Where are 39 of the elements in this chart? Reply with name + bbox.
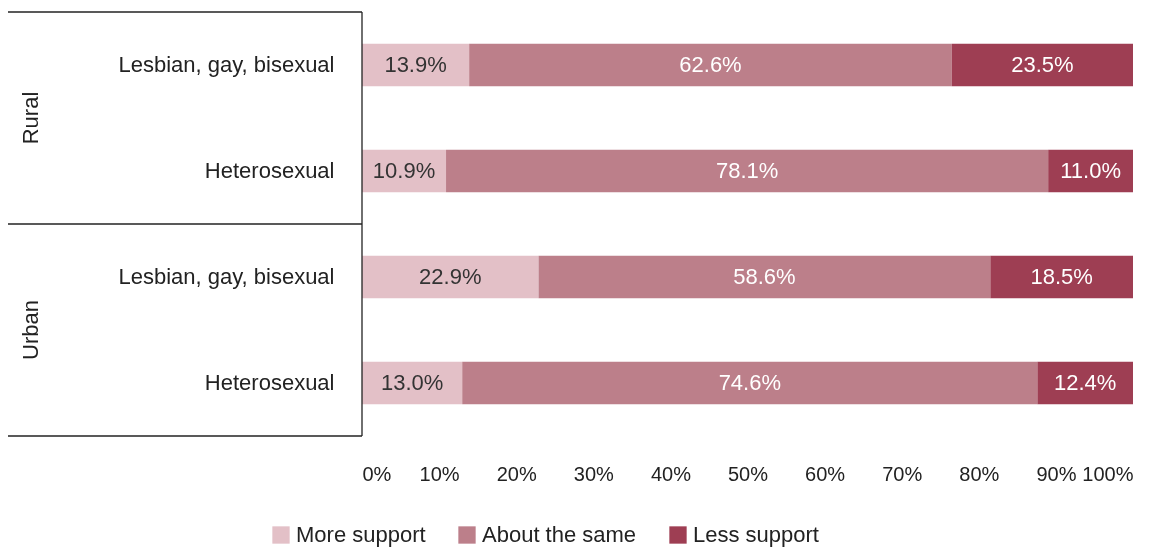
x-tick-label: 40% <box>650 462 692 485</box>
legend-label: More support <box>296 522 426 547</box>
x-tick-label: 50% <box>727 462 769 485</box>
data-label: 13.0% <box>380 370 444 395</box>
bar <box>951 43 1133 87</box>
data-label: 78.1% <box>715 158 779 183</box>
legend-label: About the same <box>482 522 637 547</box>
x-tick-label: 10% <box>419 462 460 485</box>
bar <box>446 149 1049 193</box>
data-label: 18.5% <box>1030 264 1093 289</box>
x-tick-label: 70% <box>882 462 923 485</box>
bar <box>469 43 952 87</box>
bar <box>462 361 1038 405</box>
data-label: 22.9% <box>419 264 482 289</box>
data-label: 58.6% <box>733 264 796 289</box>
bar <box>362 255 539 299</box>
text: Urban <box>18 300 44 360</box>
data-label: 74.6% <box>718 370 782 395</box>
data-label: 23.5% <box>1011 52 1074 77</box>
x-tick-label: 60% <box>805 462 846 485</box>
y-tick-label: Heterosexual <box>204 370 335 395</box>
legend-label: Less support <box>693 522 819 547</box>
data-label: 13.9% <box>384 52 447 77</box>
data-label: 62.6% <box>679 52 742 77</box>
y-tick-label: Lesbian, gay, bisexual <box>118 264 335 289</box>
data-label: 12.4% <box>1054 370 1117 395</box>
x-tick-label: 90% <box>1036 462 1077 485</box>
bar <box>990 255 1133 299</box>
y-tick-label: Lesbian, gay, bisexual <box>118 52 335 77</box>
data-label: 10.9% <box>372 158 436 183</box>
x-tick-label: 20% <box>496 462 537 485</box>
x-tick-label: 30% <box>573 462 615 485</box>
text: Rural <box>18 91 44 145</box>
x-tick-label: 100% <box>1082 462 1134 485</box>
x-tick-label: 80% <box>959 462 1000 485</box>
x-tick-label: 0% <box>362 462 392 485</box>
data-label: 11.0% <box>1060 158 1121 183</box>
y-tick-label: Heterosexual <box>204 158 335 183</box>
bar <box>538 255 991 299</box>
